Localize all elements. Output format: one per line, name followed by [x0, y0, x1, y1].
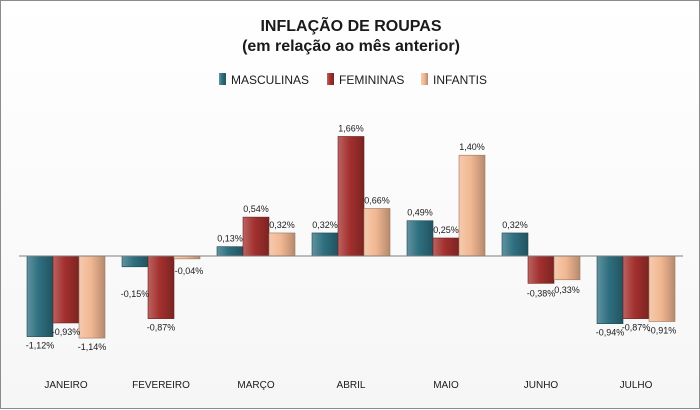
- legend-label-masculinas: MASCULINAS: [231, 73, 309, 87]
- chart-legend: MASCULINAS FEMININAS INFANTIS: [219, 73, 487, 87]
- data-label-abril-femininas: 1,66%: [338, 123, 364, 133]
- bar-março-infantis: [268, 232, 296, 257]
- chart-subtitle: (em relação ao mês anterior): [242, 38, 460, 55]
- bar-maio-masculinas: [406, 220, 434, 257]
- bar-janeiro-infantis: [78, 255, 106, 339]
- data-label-abril-infantis: 0,66%: [364, 195, 390, 205]
- legend-swatch-infantis: [421, 73, 428, 85]
- bar-julho-infantis: [648, 255, 676, 322]
- bar-junho-femininas: [527, 255, 555, 284]
- bar-fevereiro-femininas: [147, 255, 175, 319]
- bar-março-masculinas: [216, 246, 244, 257]
- bar-abril-femininas: [337, 136, 365, 257]
- bar-janeiro-masculinas: [26, 255, 54, 337]
- data-label-julho-femininas: -0,87%: [622, 323, 651, 333]
- data-label-fevereiro-infantis: -0,04%: [175, 266, 204, 276]
- category-label-janeiro: JANEIRO: [44, 380, 88, 391]
- chart-title: INFLAÇÃO DE ROUPAS: [260, 15, 441, 35]
- bar-junho-masculinas: [501, 232, 529, 257]
- data-label-janeiro-infantis: -1,14%: [78, 342, 107, 352]
- data-label-junho-infantis: 0,33%: [554, 285, 580, 295]
- bars-group: [26, 136, 676, 339]
- data-label-janeiro-femininas: -0,93%: [52, 327, 81, 337]
- bar-março-femininas: [242, 216, 270, 257]
- bar-abril-infantis: [363, 208, 391, 257]
- category-label-março: MARÇO: [237, 380, 274, 391]
- data-label-fevereiro-femininas: -0,87%: [147, 323, 176, 333]
- bar-julho-masculinas: [596, 255, 624, 324]
- bar-maio-femininas: [432, 237, 460, 257]
- data-label-maio-infantis: 1,40%: [459, 142, 485, 152]
- category-label-maio: MAIO: [433, 380, 459, 391]
- category-label-junho: JUNHO: [524, 380, 559, 391]
- bar-julho-femininas: [622, 255, 650, 319]
- bar-janeiro-femininas: [52, 255, 80, 324]
- category-label-abril: ABRIL: [337, 380, 366, 391]
- category-labels-group: JANEIRO FEVEREIRO MARÇO ABRIL MAIO JUNHO JULHO: [44, 380, 652, 391]
- data-label-julho-masculinas: -0,94%: [596, 328, 625, 338]
- data-label-março-femininas: 0,54%: [243, 204, 269, 214]
- category-label-fevereiro: FEVEREIRO: [132, 380, 190, 391]
- legend-label-femininas: FEMININAS: [339, 73, 404, 87]
- data-label-janeiro-masculinas: -1,12%: [26, 341, 55, 351]
- data-label-maio-masculinas: 0,49%: [407, 208, 433, 218]
- data-label-junho-femininas: -0,38%: [527, 288, 556, 298]
- data-label-março-infantis: 0,32%: [269, 220, 295, 230]
- legend-swatch-masculinas: [219, 73, 226, 85]
- bar-maio-infantis: [458, 154, 486, 257]
- data-label-julho-infantis: -0,91%: [648, 326, 677, 336]
- legend-swatch-femininas: [327, 73, 334, 85]
- category-label-julho: JULHO: [620, 380, 653, 391]
- bar-abril-masculinas: [311, 232, 339, 257]
- bar-fevereiro-masculinas: [121, 255, 149, 268]
- data-label-fevereiro-masculinas: -0,15%: [121, 289, 150, 299]
- legend-label-infantis: INFANTIS: [433, 73, 487, 87]
- data-label-maio-femininas: 0,25%: [433, 225, 459, 235]
- data-labels-group: -1,12% -0,93% -1,14% -0,15% -0,87% -0,04% 0,13…: [26, 123, 677, 352]
- data-label-março-masculinas: 0,13%: [217, 234, 243, 244]
- data-label-abril-masculinas: 0,32%: [312, 220, 338, 230]
- data-label-junho-masculinas: 0,32%: [502, 220, 528, 230]
- bar-junho-infantis: [553, 255, 581, 281]
